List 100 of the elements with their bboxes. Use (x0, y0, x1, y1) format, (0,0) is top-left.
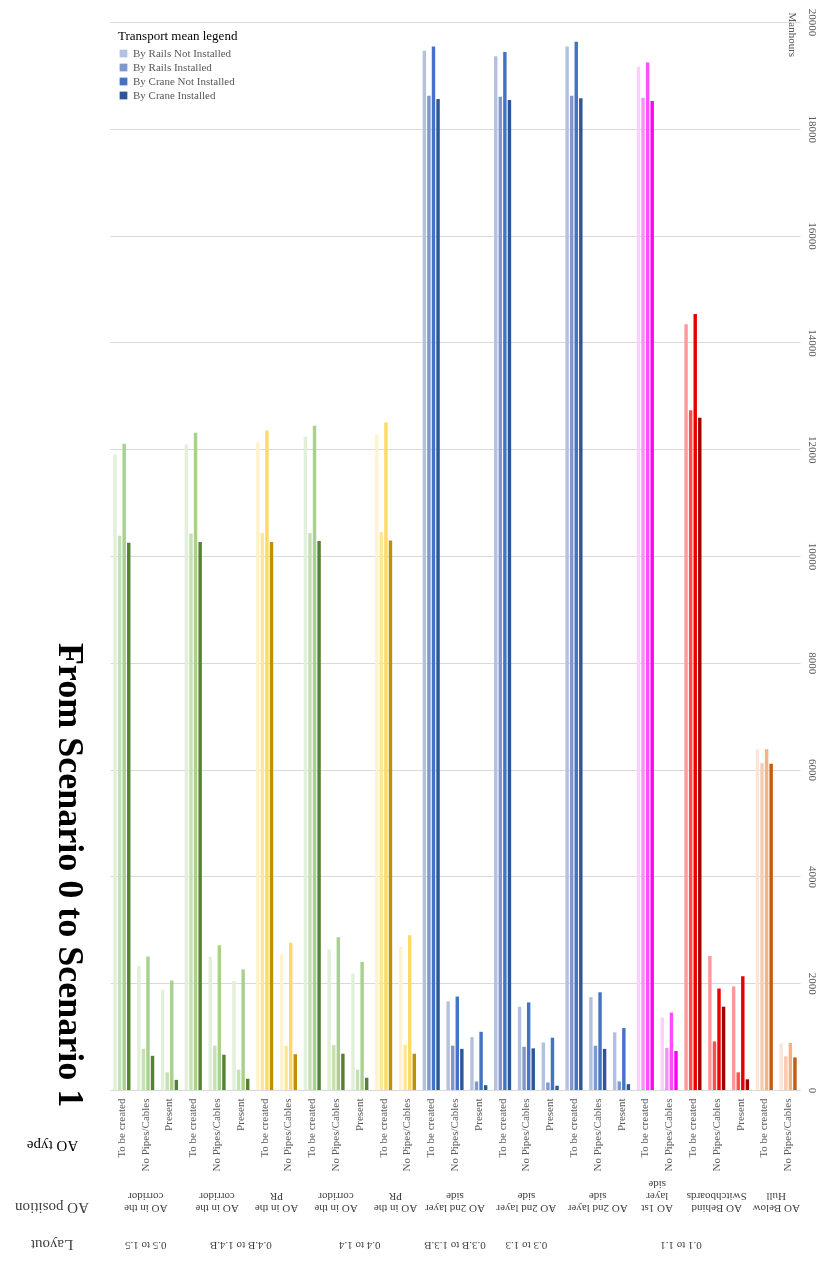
bar (474, 1081, 479, 1090)
x-tick-label: To be created (685, 1098, 698, 1158)
text: AO 2nd layer side (424, 1191, 485, 1215)
bar (546, 1082, 550, 1090)
bar (308, 533, 312, 1090)
x-tick-label: Present (162, 1098, 175, 1131)
text: AO in the PR (254, 1191, 299, 1215)
bar (113, 454, 117, 1090)
x-tick-label: Present (614, 1098, 627, 1131)
y-tick-label: 12000 (806, 435, 819, 464)
x-tick-label: To be created (257, 1098, 270, 1158)
bar (741, 976, 745, 1090)
bar (327, 949, 331, 1090)
x-tick-label: To be created (566, 1098, 579, 1158)
bar (565, 46, 569, 1090)
y-tick-label: 10000 (806, 542, 819, 571)
bar (360, 961, 364, 1090)
x-tick-label: To be created (376, 1098, 389, 1158)
bar (446, 1001, 450, 1090)
bar (483, 1085, 488, 1090)
text: AO Below Hull (752, 1191, 800, 1215)
bar (717, 988, 721, 1090)
bar (384, 422, 388, 1090)
legend-label: By Crane Installed (133, 88, 216, 101)
x-tick-label: To be created (424, 1098, 437, 1158)
text: 0.1 to 1.1 (660, 1240, 702, 1252)
bar (241, 969, 245, 1090)
text: 0.4 to 1.4 (338, 1240, 381, 1252)
text: 0.5 to 1.5 (124, 1240, 167, 1252)
bar (793, 1057, 797, 1090)
x-tick-label: No Pipes/Cables (138, 1098, 151, 1172)
legend-title: Transport mean legend (118, 28, 238, 43)
y-tick-label: 6000 (806, 759, 819, 782)
bar (555, 1085, 559, 1090)
legend-label: By Rails Not Installed (133, 46, 232, 59)
bar (617, 1081, 621, 1090)
y-tick-label: 2000 (806, 972, 819, 996)
text: AO in the corridor (195, 1191, 239, 1215)
bar (137, 966, 141, 1090)
x-tick-label: No Pipes/Cables (590, 1098, 603, 1172)
text: AO 2nd layer side (567, 1191, 628, 1215)
text: AO 1st layer side (641, 1179, 673, 1215)
text: AO in the corridor (123, 1191, 168, 1215)
bar (589, 997, 593, 1090)
text: AO in the corridor (314, 1191, 358, 1215)
bar (122, 443, 126, 1090)
x-tick-label: To be created (757, 1098, 770, 1158)
y-axis-title: Manhours (786, 12, 799, 58)
y-tick-label: 0 (806, 1087, 819, 1094)
bar (674, 1051, 678, 1090)
bar (436, 98, 440, 1090)
bar (341, 1053, 345, 1090)
x-tick-label: No Pipes/Cables (210, 1098, 223, 1172)
bar (665, 1047, 669, 1090)
x-tick-label: To be created (305, 1098, 318, 1158)
bar (232, 981, 236, 1090)
y-tick-label: 20000 (806, 8, 819, 37)
x-tick-label: No Pipes/Cables (781, 1098, 794, 1172)
x-tick-label: No Pipes/Cables (709, 1098, 722, 1172)
x-tick-label: To be created (495, 1098, 508, 1158)
bar (579, 98, 583, 1090)
y-tick-label: 18000 (806, 115, 819, 144)
x-tick-label: Present (471, 1098, 484, 1131)
bar (317, 541, 321, 1090)
bar (351, 973, 355, 1090)
bar (427, 95, 431, 1090)
text: AO 2nd layer side (496, 1191, 557, 1215)
x-tick-label: No Pipes/Cables (400, 1098, 413, 1172)
text: 0.4.B to 1.4.B (209, 1240, 272, 1252)
bar (622, 1028, 626, 1090)
text: From Scenario 0 to Scenario 1 (51, 642, 91, 1108)
legend-label: By Rails Installed (133, 60, 213, 73)
text: 0.3.B to 1.3.B (424, 1240, 486, 1252)
bar (769, 763, 773, 1090)
bar (146, 956, 150, 1090)
x-tick-label: Present (233, 1098, 246, 1131)
text: AO position (14, 1200, 89, 1216)
text: 0.3 to 1.3 (505, 1240, 548, 1252)
bar (403, 1044, 407, 1090)
bar (760, 763, 764, 1090)
bar (503, 51, 507, 1090)
x-tick-label: Present (352, 1098, 365, 1131)
bar (165, 1072, 169, 1090)
bar (479, 1031, 483, 1090)
bar (256, 442, 260, 1090)
x-tick-label: To be created (114, 1098, 127, 1158)
x-tick-label: Present (733, 1098, 746, 1131)
bar (598, 992, 602, 1090)
x-tick-label: No Pipes/Cables (281, 1098, 294, 1172)
bar (470, 1037, 474, 1090)
bar (641, 97, 645, 1090)
x-tick-label: To be created (638, 1098, 651, 1158)
bar (284, 1045, 288, 1090)
bar (189, 533, 193, 1090)
y-tick-label: 16000 (806, 222, 819, 251)
y-tick-label: 14000 (806, 329, 819, 358)
x-tick-label: To be created (186, 1098, 199, 1158)
bar (736, 1072, 740, 1090)
y-tick-label: 4000 (806, 865, 819, 889)
x-tick-label: Present (543, 1098, 556, 1131)
